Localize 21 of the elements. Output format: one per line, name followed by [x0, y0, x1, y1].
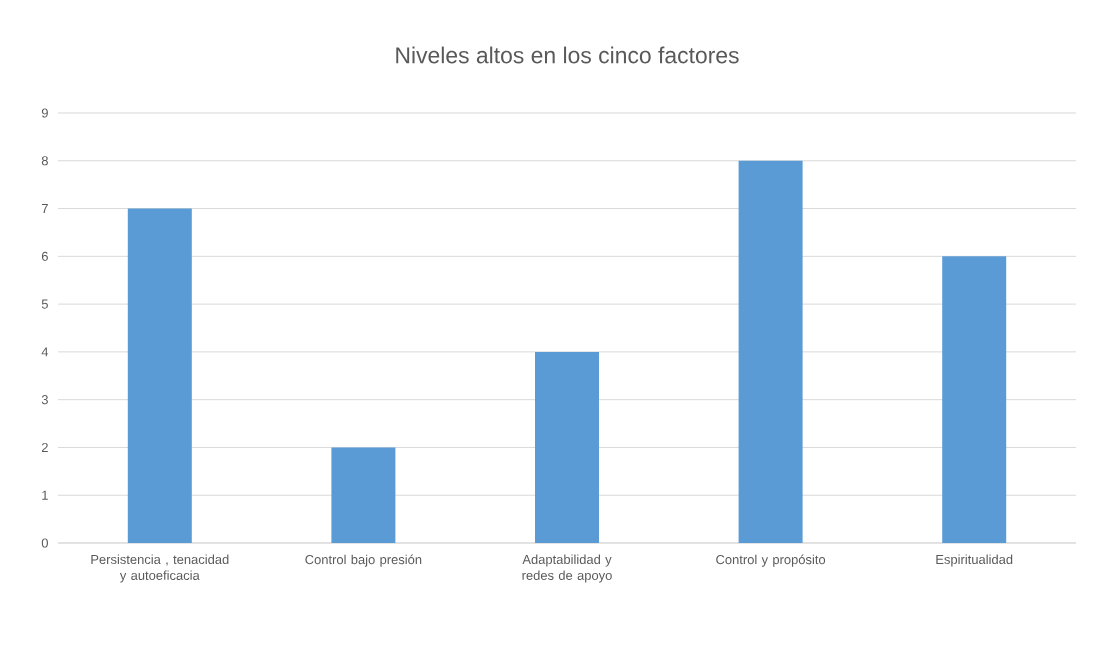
y-tick-label: 5: [41, 299, 48, 309]
y-tick-label: 4: [41, 347, 49, 357]
x-tick-label: Control y propósito: [716, 554, 826, 567]
y-tick-label: 1: [42, 490, 48, 500]
y-tick-label: 3: [41, 395, 48, 405]
x-tick-label: Espiritualidad: [936, 554, 1013, 567]
y-tick-label: 7: [41, 204, 48, 214]
y-tick-label: 9: [41, 108, 48, 118]
y-tick-label: 2: [41, 442, 48, 452]
bar: [942, 256, 1007, 543]
x-tick-label: Adaptabilidad y redes de apoyo: [522, 554, 612, 583]
bar: [738, 160, 803, 543]
y-tick-label: 8: [41, 156, 48, 166]
chart-title: Niveles altos en los cinco factores: [396, 46, 739, 64]
bar: [127, 208, 192, 543]
bar: [535, 351, 599, 543]
y-tick-label: 0: [41, 538, 48, 548]
bar: [331, 447, 396, 543]
x-tick-label: Persistencia , tenacidad y autoeficacia: [91, 554, 229, 583]
x-tick-label: Control bajo presión: [305, 554, 422, 567]
y-tick-label: 6: [41, 251, 48, 261]
